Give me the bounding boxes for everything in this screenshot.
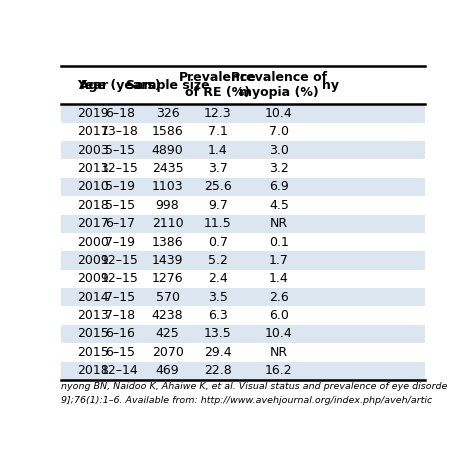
Text: 12.3: 12.3 (204, 107, 232, 120)
Text: 4238: 4238 (152, 309, 183, 322)
Text: 1439: 1439 (152, 254, 183, 267)
Text: 2017: 2017 (77, 217, 109, 230)
Text: 3.2: 3.2 (269, 162, 289, 175)
Text: 22.8: 22.8 (204, 364, 232, 377)
Text: Year: Year (77, 79, 108, 91)
Text: 2013: 2013 (77, 162, 109, 175)
Text: 25.6: 25.6 (204, 181, 232, 193)
Bar (61, 325, 425, 343)
Text: 1103: 1103 (152, 181, 183, 193)
Bar (61, 233, 425, 251)
Text: 326: 326 (156, 107, 180, 120)
Bar (61, 343, 425, 362)
Text: 7–15: 7–15 (105, 291, 135, 304)
Text: Sample size: Sample size (126, 79, 210, 91)
Text: 7–18: 7–18 (105, 309, 135, 322)
Bar (61, 270, 425, 288)
Bar (61, 306, 425, 325)
Text: Prevalence
of RE (%): Prevalence of RE (%) (179, 71, 257, 99)
Text: 0.7: 0.7 (208, 236, 228, 248)
Text: 13–18: 13–18 (101, 126, 139, 138)
Text: 2015: 2015 (77, 346, 109, 359)
Text: 9.7: 9.7 (208, 199, 228, 212)
Bar (61, 362, 425, 380)
Text: 13.5: 13.5 (204, 328, 232, 340)
Text: 1.7: 1.7 (269, 254, 289, 267)
Text: 2009: 2009 (77, 273, 109, 285)
Text: nyong BN, Naidoo K, Ahaiwe K, et al. Visual status and prevalence of eye disorde: nyong BN, Naidoo K, Ahaiwe K, et al. Vis… (61, 382, 447, 391)
Text: 2000: 2000 (77, 236, 109, 248)
Text: 4.5: 4.5 (269, 199, 289, 212)
Text: 7.1: 7.1 (208, 126, 228, 138)
Text: 29.4: 29.4 (204, 346, 232, 359)
Text: 2003: 2003 (77, 144, 109, 157)
Text: 2110: 2110 (152, 217, 183, 230)
Text: 2435: 2435 (152, 162, 183, 175)
Text: 10.4: 10.4 (265, 328, 293, 340)
Text: 425: 425 (156, 328, 180, 340)
Text: NR: NR (270, 346, 288, 359)
Text: 998: 998 (156, 199, 180, 212)
Text: 6–18: 6–18 (105, 107, 135, 120)
Text: 7.0: 7.0 (269, 126, 289, 138)
Text: 0.1: 0.1 (269, 236, 289, 248)
Text: 7–19: 7–19 (105, 236, 135, 248)
Text: 6–17: 6–17 (105, 217, 135, 230)
Bar (61, 288, 425, 306)
Text: 2013: 2013 (77, 309, 109, 322)
Text: 5–19: 5–19 (105, 181, 135, 193)
Text: 5–15: 5–15 (105, 144, 135, 157)
Text: 3.0: 3.0 (269, 144, 289, 157)
Bar (61, 104, 425, 123)
Text: 1.4: 1.4 (269, 273, 289, 285)
Bar (61, 141, 425, 159)
Text: 6–16: 6–16 (105, 328, 135, 340)
Text: 6.3: 6.3 (208, 309, 228, 322)
Bar (61, 196, 425, 215)
Text: 2009: 2009 (77, 254, 109, 267)
Text: 3.5: 3.5 (208, 291, 228, 304)
Text: 469: 469 (156, 364, 180, 377)
Text: 2.4: 2.4 (208, 273, 228, 285)
Text: 5–15: 5–15 (105, 199, 135, 212)
Text: 12–15: 12–15 (101, 273, 139, 285)
Bar (61, 66, 425, 104)
Text: 9];76(1):1–6. Available from: http://www.avehjournal.org/index.php/aveh/artic: 9];76(1):1–6. Available from: http://www… (61, 396, 432, 405)
Text: 2010: 2010 (77, 181, 109, 193)
Text: 2018: 2018 (77, 364, 109, 377)
Text: 570: 570 (155, 291, 180, 304)
Bar (61, 123, 425, 141)
Text: NR: NR (270, 217, 288, 230)
Bar (61, 251, 425, 270)
Text: 1.4: 1.4 (208, 144, 228, 157)
Text: 12–15: 12–15 (101, 162, 139, 175)
Text: 11.5: 11.5 (204, 217, 232, 230)
Text: 6.0: 6.0 (269, 309, 289, 322)
Text: Prevalence of
myopia (%): Prevalence of myopia (%) (231, 71, 327, 99)
Text: 6.9: 6.9 (269, 181, 289, 193)
Text: 1386: 1386 (152, 236, 183, 248)
Text: 10.4: 10.4 (265, 107, 293, 120)
Text: 2015: 2015 (77, 328, 109, 340)
Text: 5.2: 5.2 (208, 254, 228, 267)
Text: 4890: 4890 (152, 144, 183, 157)
Text: 12–15: 12–15 (101, 254, 139, 267)
Text: 2018: 2018 (77, 199, 109, 212)
Text: 1586: 1586 (152, 126, 183, 138)
Text: 2019: 2019 (77, 107, 109, 120)
Text: 2014: 2014 (77, 291, 109, 304)
Text: 3.7: 3.7 (208, 162, 228, 175)
Bar (61, 159, 425, 178)
Text: 12–14: 12–14 (101, 364, 139, 377)
Bar (61, 215, 425, 233)
Text: 2017: 2017 (77, 126, 109, 138)
Text: hy: hy (322, 79, 339, 91)
Text: Age (years): Age (years) (79, 79, 161, 91)
Text: 6–15: 6–15 (105, 346, 135, 359)
Bar (61, 178, 425, 196)
Text: 2.6: 2.6 (269, 291, 289, 304)
Text: 16.2: 16.2 (265, 364, 293, 377)
Text: 2070: 2070 (152, 346, 183, 359)
Text: 1276: 1276 (152, 273, 183, 285)
